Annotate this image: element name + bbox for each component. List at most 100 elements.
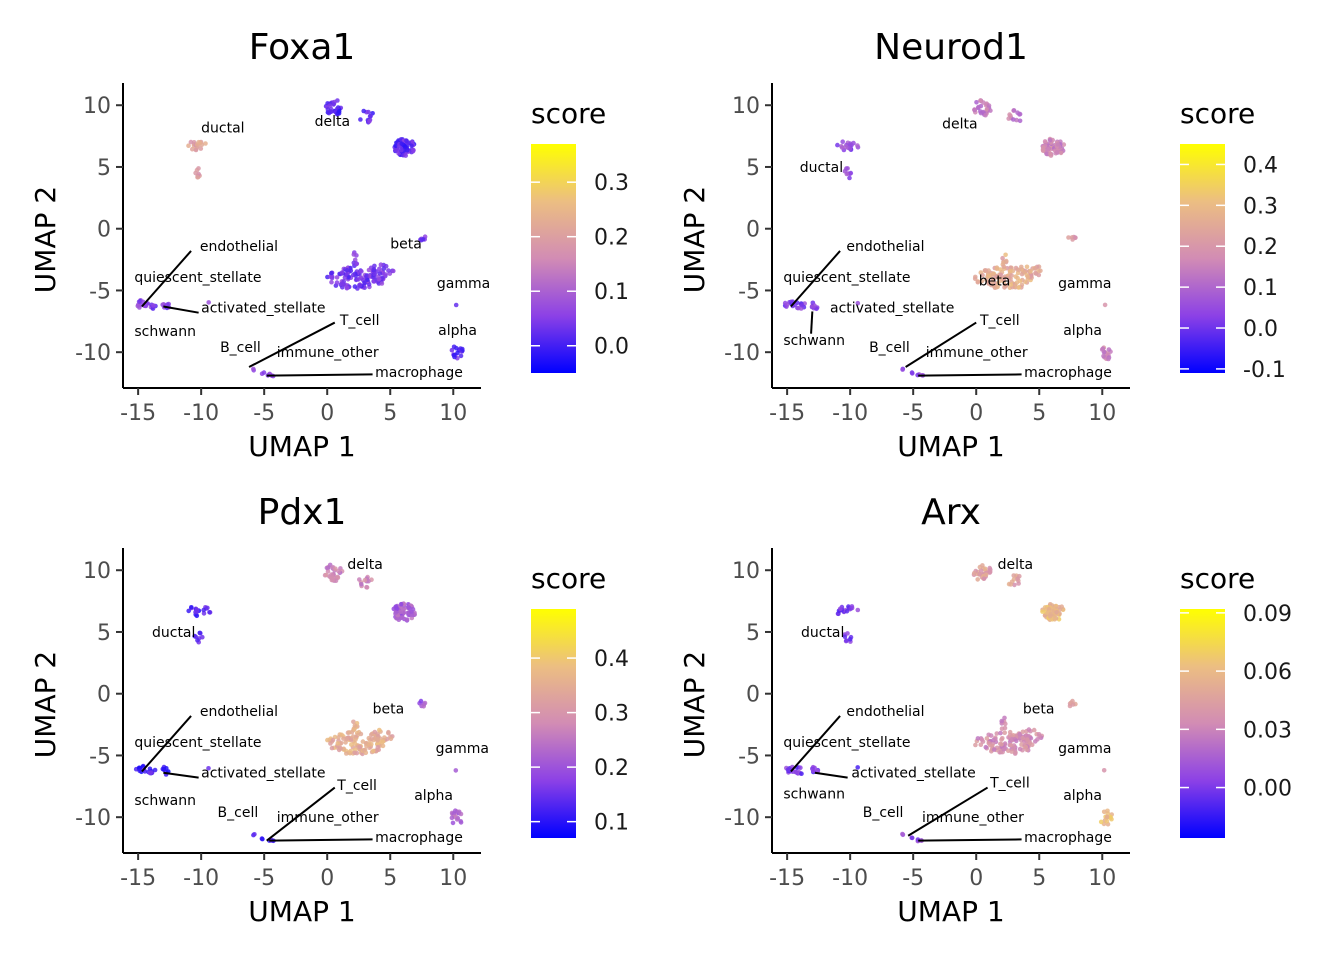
data-point-delta [336,109,342,114]
data-point-T_cell [900,367,905,372]
data-point-schwann [206,766,211,771]
data-point-beta [1038,268,1043,274]
data-point-beta [330,737,336,743]
cluster-label: T_cell [979,313,1020,329]
legend-tick-label: 0.1 [594,811,629,836]
cluster-label: beta [1023,701,1055,717]
data-point-beta [357,283,363,288]
data-point-beta [993,274,999,279]
data-point-alpha [398,609,404,615]
data-point-beta [1019,264,1024,270]
data-point-beta [366,267,372,273]
data-point-beta [973,742,978,748]
data-point-delta [331,102,336,107]
data-point-ductal [195,637,200,643]
y-tick-label: 10 [732,94,760,119]
data-point-delta [333,566,338,571]
data-point-beta [1002,715,1007,721]
y-axis-title: UMAP 2 [678,651,711,758]
data-point-beta [386,729,391,735]
data-point-ductal [194,609,200,615]
x-tick-label: 10 [439,866,467,891]
data-point-alpha [1047,613,1053,619]
x-tick-label: -5 [253,866,275,891]
cluster-label: activated_stellate [201,301,325,317]
data-point-beta [369,732,374,737]
data-point-beta [378,262,384,268]
data-point-beta [358,731,364,737]
data-point-beta [986,268,991,273]
data-point-ductal [190,146,195,152]
cluster-label: B_cell [220,340,261,356]
data-point-delta [364,584,369,590]
data-point-alpha [1047,137,1053,143]
y-tick-label: -10 [724,806,760,831]
data-point-beta [352,750,358,756]
legend-tick-label: -0.1 [1243,358,1286,383]
data-point-beta [377,727,382,733]
data-point-beta [999,742,1004,747]
data-point-beta [375,736,381,742]
data-point-beta [1029,742,1035,748]
data-point-delta [367,118,372,124]
data-point-delta [986,103,992,108]
data-point-beta [1033,266,1038,271]
data-point-B_cell [261,370,267,375]
cluster-label: endothelial [846,239,924,255]
x-tick-label: 10 [1088,401,1116,426]
data-point-delta [1012,582,1017,588]
data-point-gamma [1101,768,1107,773]
data-point-ductal [844,638,849,643]
x-tick-label: 0 [969,401,983,426]
x-axis-title: UMAP 1 [897,895,1004,928]
cluster-label: gamma [1058,741,1111,757]
panel-title: Foxa1 [249,27,356,68]
data-point-alpha [1106,347,1112,352]
legend-colorbar [531,609,576,838]
data-point-alpha [1041,145,1046,150]
legend-tick-label: 0.03 [1243,718,1292,743]
data-point-endothelial [785,302,790,307]
data-point-beta [991,271,996,276]
data-point-T_cell [252,832,257,837]
data-point-alpha [409,143,414,148]
cluster-label: T_cell [989,776,1030,792]
data-point-ductal [194,167,200,173]
cluster-label: alpha [414,788,453,804]
label-leader-line [163,305,199,314]
x-tick-label: -15 [120,866,156,891]
y-tick-label: 5 [97,621,111,646]
data-point-delta [974,100,979,105]
data-point-ductal [840,139,845,144]
legend-tick-label: 0.06 [1243,660,1292,685]
data-point-beta [983,744,989,750]
data-point-alpha [1108,814,1113,820]
x-tick-label: 5 [1032,866,1046,891]
y-tick-label: 0 [97,683,111,708]
data-point-ductal [845,631,850,636]
label-leader-line [814,771,848,779]
data-point-B_cell [910,371,915,376]
legend-colorbar [531,144,576,373]
data-point-alpha [393,610,399,615]
y-tick-label: 5 [746,156,760,181]
data-point-beta [1001,746,1007,752]
legend-tick-label: 0.00 [1243,777,1292,802]
data-point-ductal [855,607,861,613]
data-point-beta [376,747,382,752]
x-tick-label: 5 [383,401,397,426]
data-point-quiescent_stellate [798,765,803,770]
data-point-alpha [399,141,405,147]
data-point-ductal [201,607,206,613]
data-point-beta [338,746,344,751]
umap-panel-neurod1: Neurod1 delta ductal endothelial quiescent_s… [678,27,1286,463]
data-point-alpha [393,147,398,153]
data-point-delta [359,581,364,587]
legend-tick-label: 0.09 [1243,602,1292,627]
data-point-beta [1016,285,1021,290]
cluster-label: delta [347,557,382,573]
y-tick-label: -5 [738,279,760,304]
y-axis-title: UMAP 2 [29,651,62,758]
data-point-ductal [847,637,853,642]
